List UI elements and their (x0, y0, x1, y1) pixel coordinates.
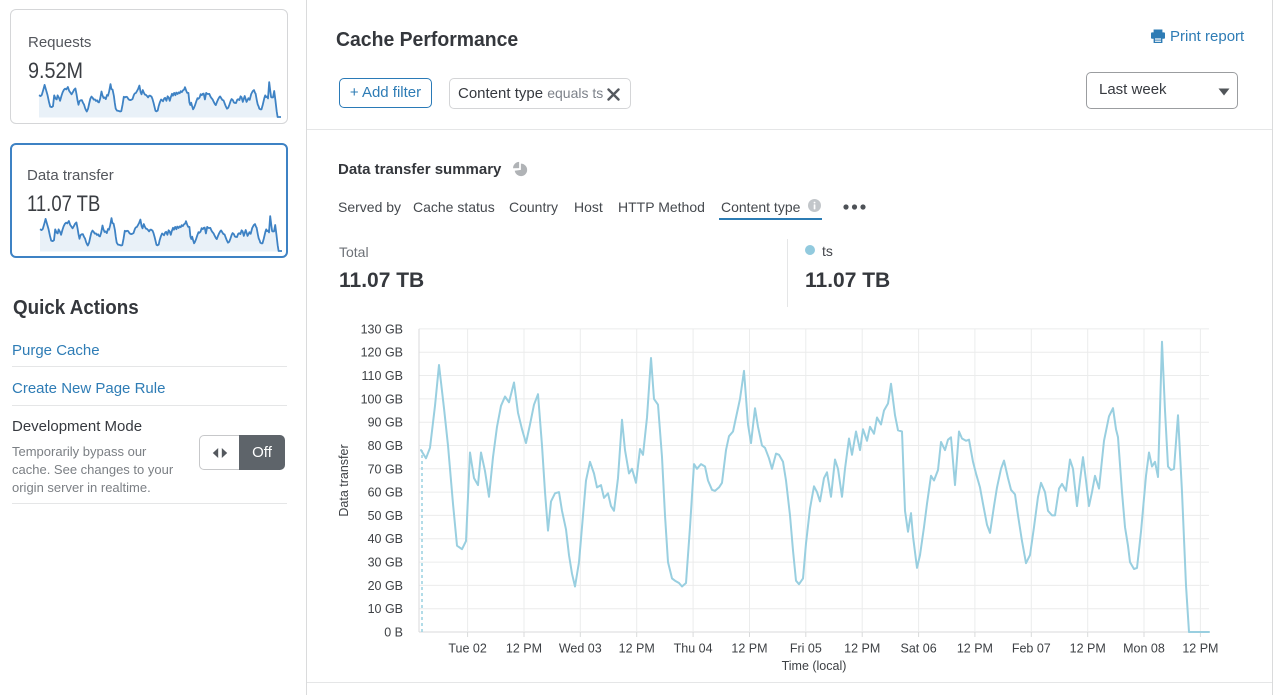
svg-text:110 GB: 110 GB (362, 369, 403, 383)
svg-text:130 GB: 130 GB (361, 322, 403, 336)
svg-text:12 PM: 12 PM (1182, 642, 1218, 656)
svg-text:90 GB: 90 GB (368, 416, 403, 430)
svg-text:10 GB: 10 GB (368, 602, 403, 616)
svg-text:12 PM: 12 PM (731, 642, 767, 656)
svg-text:120 GB: 120 GB (361, 346, 403, 360)
svg-text:Sat 06: Sat 06 (901, 642, 937, 656)
svg-text:Wed 03: Wed 03 (559, 642, 602, 656)
svg-text:12 PM: 12 PM (957, 642, 993, 656)
svg-text:Data transfer: Data transfer (337, 444, 351, 516)
svg-text:Feb 07: Feb 07 (1012, 642, 1051, 656)
svg-text:50 GB: 50 GB (368, 509, 403, 523)
svg-text:12 PM: 12 PM (844, 642, 880, 656)
svg-text:12 PM: 12 PM (1070, 642, 1106, 656)
svg-text:100 GB: 100 GB (361, 392, 403, 406)
svg-text:30 GB: 30 GB (368, 556, 403, 570)
svg-text:0 B: 0 B (384, 626, 403, 640)
svg-text:Mon 08: Mon 08 (1123, 642, 1165, 656)
svg-text:12 PM: 12 PM (506, 642, 542, 656)
svg-text:80 GB: 80 GB (368, 439, 403, 453)
svg-text:12 PM: 12 PM (619, 642, 655, 656)
svg-text:Fri 05: Fri 05 (790, 642, 822, 656)
svg-text:40 GB: 40 GB (368, 532, 403, 546)
svg-text:Tue 02: Tue 02 (448, 642, 487, 656)
svg-text:20 GB: 20 GB (368, 579, 403, 593)
svg-text:Thu 04: Thu 04 (674, 642, 713, 656)
svg-text:Time (local): Time (local) (782, 659, 847, 673)
svg-text:60 GB: 60 GB (368, 486, 403, 500)
svg-text:70 GB: 70 GB (368, 462, 403, 476)
